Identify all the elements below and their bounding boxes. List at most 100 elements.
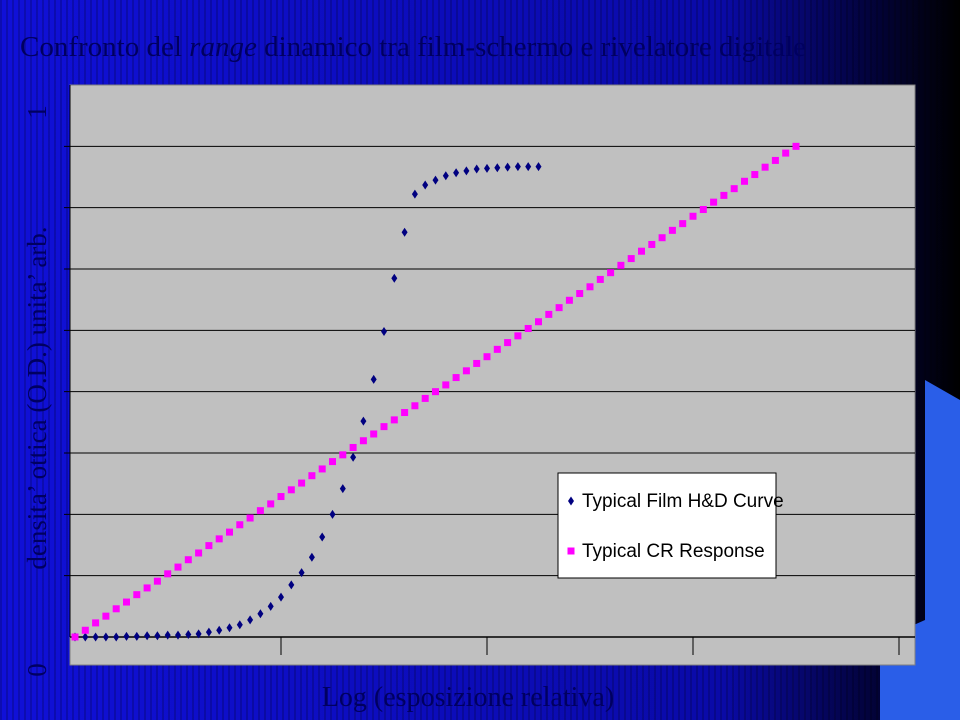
point: [473, 164, 480, 174]
title-part: Confronto del: [20, 31, 189, 63]
point: [288, 580, 295, 590]
title-part: dinamico tra film-schermo e rivelatore d…: [257, 31, 806, 63]
point: [329, 509, 336, 519]
point: [627, 255, 635, 263]
point: [205, 627, 212, 637]
point: [411, 402, 419, 410]
point: [102, 632, 109, 642]
point: [452, 374, 460, 382]
point: [483, 353, 491, 361]
point: [215, 535, 223, 543]
point: [308, 552, 315, 562]
point: [360, 416, 367, 426]
point: [133, 591, 141, 599]
point: [668, 226, 676, 234]
point: [133, 631, 140, 641]
point: [524, 324, 532, 332]
point: [123, 631, 130, 641]
point: [514, 162, 521, 172]
point: [689, 212, 697, 220]
point: [761, 163, 769, 171]
point: [267, 500, 275, 508]
title: Confronto del range dinamico tra film-sc…: [20, 31, 806, 63]
point: [164, 630, 171, 640]
point: [339, 451, 347, 459]
point: [586, 283, 594, 291]
point: [247, 615, 254, 625]
point: [298, 479, 306, 487]
point: [679, 220, 687, 228]
point: [143, 584, 151, 592]
point: [184, 556, 192, 564]
point: [102, 612, 110, 620]
point: [153, 577, 161, 585]
point: [175, 630, 181, 640]
plot: Typical Film H&D Curve Typical CR Respons…: [64, 85, 915, 655]
point: [401, 409, 409, 417]
point: [493, 345, 501, 353]
point: [401, 227, 408, 237]
point: [216, 625, 223, 635]
point: [113, 632, 120, 642]
point: [359, 437, 367, 445]
point: [535, 162, 542, 172]
point: [463, 166, 470, 176]
point: [504, 339, 512, 347]
point: [432, 388, 439, 396]
point: [350, 452, 357, 462]
point: [82, 632, 89, 642]
point: [473, 359, 481, 367]
point: [81, 626, 89, 634]
title-italic: range: [189, 31, 257, 63]
point: [617, 261, 625, 269]
legend-marker: [567, 547, 575, 555]
point: [195, 629, 202, 639]
point: [349, 443, 357, 451]
point: [771, 156, 779, 164]
point: [545, 310, 553, 318]
point: [123, 598, 130, 606]
point: [421, 394, 429, 402]
point: [381, 327, 387, 337]
point: [370, 430, 378, 438]
point: [144, 631, 151, 641]
y-label: densita’ ottica (O.D.) unita’ arb.: [22, 226, 52, 569]
point: [277, 493, 285, 501]
point: [442, 381, 450, 389]
point: [174, 563, 182, 571]
point: [308, 472, 316, 480]
point: [154, 631, 161, 641]
point: [432, 175, 439, 185]
y-label-max: 1: [22, 105, 52, 119]
legend-box: [557, 472, 777, 579]
point: [462, 367, 470, 375]
point: [298, 568, 305, 578]
point: [164, 570, 172, 578]
legend-label: Typical Film H&D Curve: [582, 491, 784, 512]
point: [720, 191, 728, 199]
point: [390, 416, 398, 424]
point: [442, 171, 449, 181]
y-label-min: 0: [22, 663, 52, 677]
point: [411, 189, 418, 199]
point: [246, 514, 254, 522]
point: [287, 486, 295, 494]
legend-label: Typical CR Response: [582, 541, 765, 562]
legend-marker: [568, 496, 574, 506]
point: [453, 168, 460, 178]
point: [256, 507, 264, 515]
legend: Typical Film H&D Curve Typical CR Respons…: [557, 472, 784, 579]
point: [112, 605, 120, 613]
point: [484, 163, 490, 173]
point: [741, 177, 748, 185]
point: [195, 549, 203, 557]
point: [422, 180, 429, 190]
y-label-group: 0 densita’ ottica (O.D.) unita’ arb. 1: [22, 105, 52, 677]
point: [576, 290, 584, 298]
point: [514, 332, 522, 340]
point: [555, 304, 563, 312]
point: [535, 318, 542, 326]
point: [185, 630, 192, 640]
point: [607, 269, 615, 277]
